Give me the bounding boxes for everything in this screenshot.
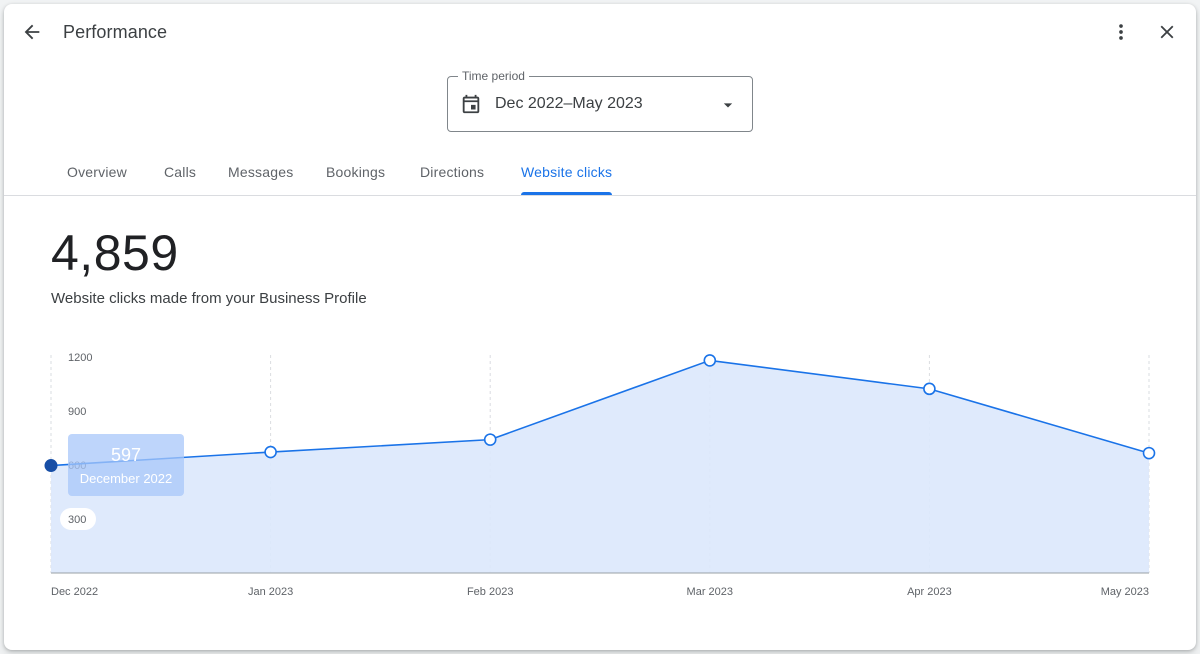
- x-tick-label: Mar 2023: [687, 586, 733, 598]
- data-point[interactable]: [703, 354, 717, 367]
- total-clicks-value: 4,859: [51, 225, 179, 281]
- close-icon: [1160, 25, 1174, 39]
- time-period-select[interactable]: Time period Dec 2022–May 2023: [447, 69, 753, 132]
- data-point[interactable]: [483, 433, 497, 446]
- x-tick-label: Jan 2023: [248, 586, 293, 598]
- calendar-icon: [462, 94, 480, 114]
- y-tick-label: 900: [68, 406, 86, 418]
- close-button[interactable]: [1151, 16, 1183, 48]
- tab-overview[interactable]: Overview: [67, 164, 127, 180]
- x-tick-label: Dec 2022: [51, 586, 98, 598]
- metric-tabs: Overview Calls Messages Bookings Directi…: [4, 154, 1196, 196]
- more-options-button[interactable]: [1105, 16, 1137, 48]
- performance-dialog: Performance Time period Dec 2022–May 202…: [4, 4, 1196, 650]
- time-period-value: Dec 2022–May 2023: [495, 95, 643, 112]
- tooltip-label: December 2022: [80, 471, 173, 486]
- data-point-selected[interactable]: [44, 459, 58, 473]
- y-tick-label: 1200: [68, 352, 92, 364]
- arrow-drop-down-icon: [723, 103, 733, 108]
- tab-directions[interactable]: Directions: [420, 164, 485, 180]
- tab-calls[interactable]: Calls: [164, 164, 197, 180]
- tab-bookings[interactable]: Bookings: [326, 164, 386, 180]
- x-tick-label: May 2023: [1101, 586, 1149, 598]
- data-point[interactable]: [1142, 446, 1156, 460]
- tooltip-background: [68, 434, 184, 496]
- x-tick-label: Feb 2023: [467, 586, 513, 598]
- y-tick-label-background: [60, 508, 96, 530]
- tooltip-value: 597: [111, 445, 141, 465]
- time-period-label: Time period: [458, 69, 529, 83]
- data-point[interactable]: [923, 382, 936, 396]
- data-tooltip: 597 December 2022: [68, 434, 184, 496]
- data-point[interactable]: [264, 445, 277, 459]
- total-clicks-description: Website clicks made from your Business P…: [51, 290, 367, 307]
- page-title: Performance: [63, 22, 168, 42]
- back-button[interactable]: [16, 16, 48, 48]
- more-vert-icon: [1119, 24, 1123, 40]
- y-tick-label: 300: [68, 514, 86, 526]
- arrow-back-icon: [24, 24, 40, 40]
- tab-messages[interactable]: Messages: [228, 164, 294, 180]
- series-area: [51, 360, 1149, 573]
- series-line: [50, 359, 1150, 467]
- tab-website-clicks[interactable]: Website clicks: [521, 154, 613, 195]
- x-tick-label: Apr 2023: [907, 586, 952, 598]
